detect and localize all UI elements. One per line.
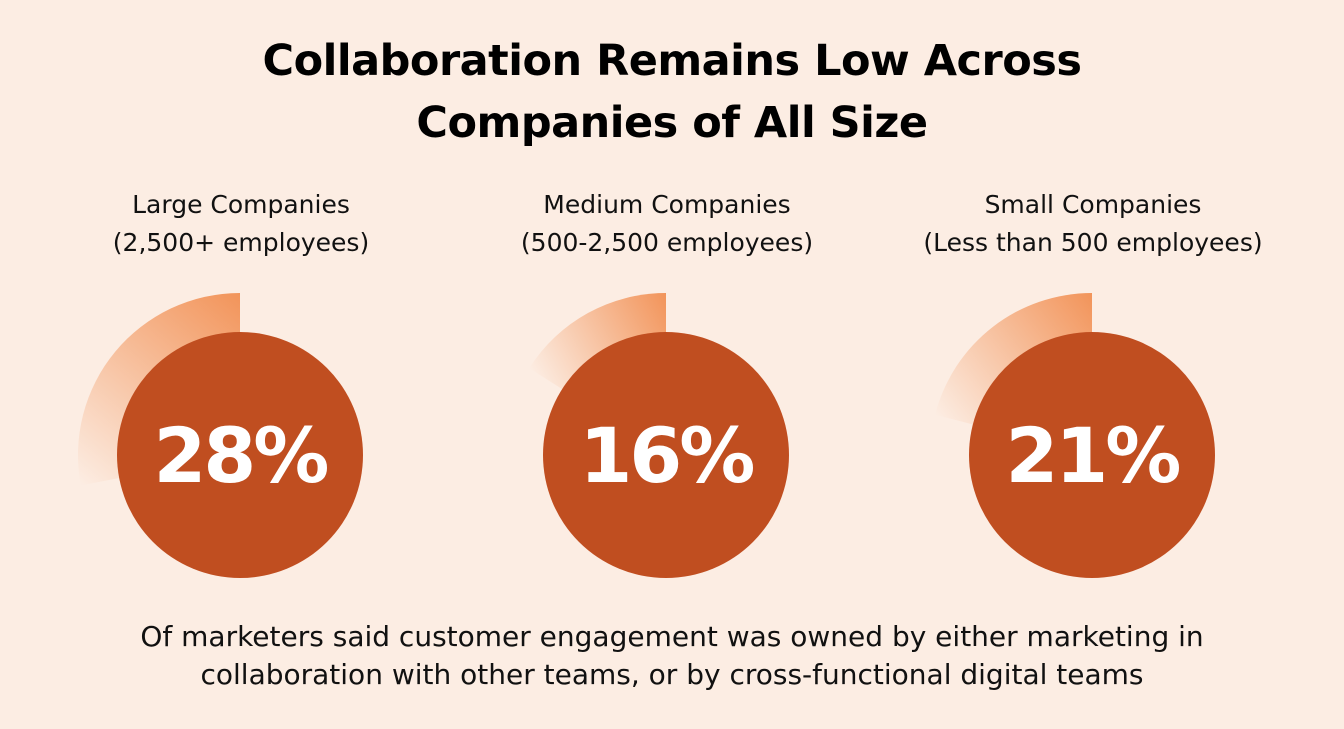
medium-companies-circle	[543, 332, 789, 578]
footer-caption: Of marketers said customer engagement wa…	[0, 618, 1344, 694]
small-companies-label-line-2: (Less than 500 employees)	[923, 228, 1263, 257]
medium-companies-label: Medium Companies (500-2,500 employees)	[457, 186, 877, 262]
small-companies-label: Small Companies (Less than 500 employees…	[883, 186, 1303, 262]
small-companies-label-line-1: Small Companies	[984, 190, 1202, 219]
large-companies-circle	[117, 332, 363, 578]
medium-companies-value-label: 16%	[580, 411, 754, 500]
small-companies-circle	[969, 332, 1215, 578]
page-title: Collaboration Remains Low Across Compani…	[0, 30, 1344, 154]
large-companies-value-label: 28%	[154, 411, 328, 500]
footer-caption-line-1: Of marketers said customer engagement wa…	[140, 620, 1204, 653]
small-companies-value-label: 21%	[1006, 411, 1180, 500]
medium-companies-label-line-2: (500-2,500 employees)	[520, 228, 814, 257]
medium-companies-label-line-1: Medium Companies	[543, 190, 791, 219]
large-companies-label: Large Companies (2,500+ employees)	[31, 186, 451, 262]
footer-caption-line-2: collaboration with other teams, or by cr…	[200, 658, 1144, 691]
page-title-line-1: Collaboration Remains Low Across	[262, 36, 1082, 86]
large-companies-label-line-1: Large Companies	[132, 190, 350, 219]
page-title-line-2: Companies of All Size	[416, 98, 928, 148]
large-companies-label-line-2: (2,500+ employees)	[112, 228, 370, 257]
